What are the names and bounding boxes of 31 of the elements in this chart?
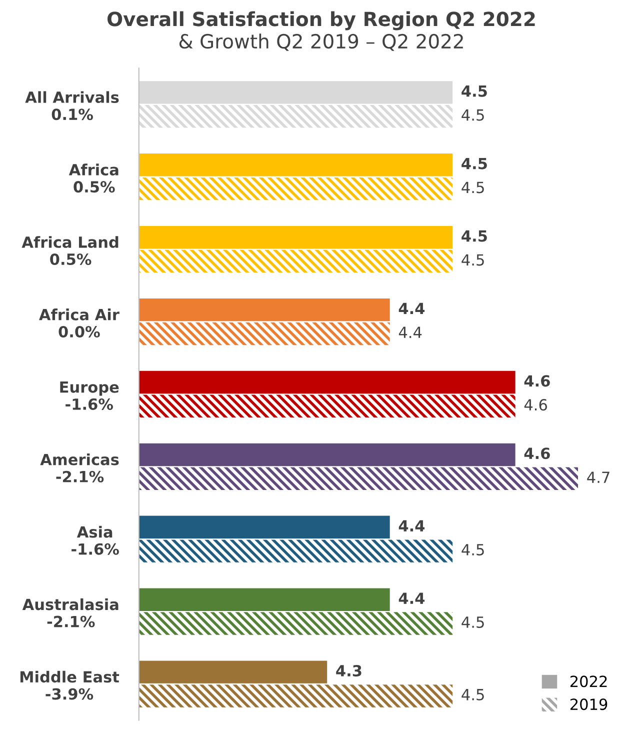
y-tick-label: Middle East -3.9% (20, 670, 120, 700)
y-tick-label: Africa 0.5% (68, 164, 118, 193)
data-label: 4.3 (336, 664, 362, 677)
y-tick-label: Africa Land 0.5% (22, 236, 118, 266)
data-label: 4.5 (462, 689, 484, 700)
data-label: 4.5 (462, 86, 487, 97)
y-tick-label: Asia -1.6% (72, 526, 119, 555)
data-label: 4.4 (398, 326, 422, 338)
data-label: 4.7 (587, 472, 610, 483)
data-label: 4.5 (462, 544, 484, 556)
text: 2022 (570, 676, 607, 688)
y-tick-label: Americas -2.1% (40, 453, 119, 482)
y-tick-label: All Arrivals 0.1% (25, 91, 119, 120)
data-label: 4.5 (462, 182, 484, 194)
data-label: 4.5 (462, 109, 484, 121)
data-label: 4.5 (462, 230, 487, 242)
y-tick-label: Australasia -2.1% (22, 598, 118, 628)
data-label: 4.6 (524, 448, 550, 460)
data-label: 4.5 (462, 616, 484, 628)
data-label: 4.6 (524, 375, 550, 387)
data-label: 4.5 (462, 158, 487, 170)
text: 2019 (570, 698, 608, 710)
data-label: 4.5 (462, 254, 484, 266)
chart-title: Overall Satisfaction by Region Q2 2022 (108, 11, 535, 30)
data-label: 4.6 (524, 399, 547, 411)
chart-subtitle: & Growth Q2 2019 – Q2 2022 (179, 34, 463, 51)
y-tick-label: Europe -1.6% (60, 381, 119, 410)
y-tick-label: Africa Air 0.0% (38, 308, 120, 338)
data-label: 4.4 (398, 302, 425, 314)
data-label: 4.4 (398, 592, 425, 604)
data-label: 4.4 (398, 520, 425, 532)
